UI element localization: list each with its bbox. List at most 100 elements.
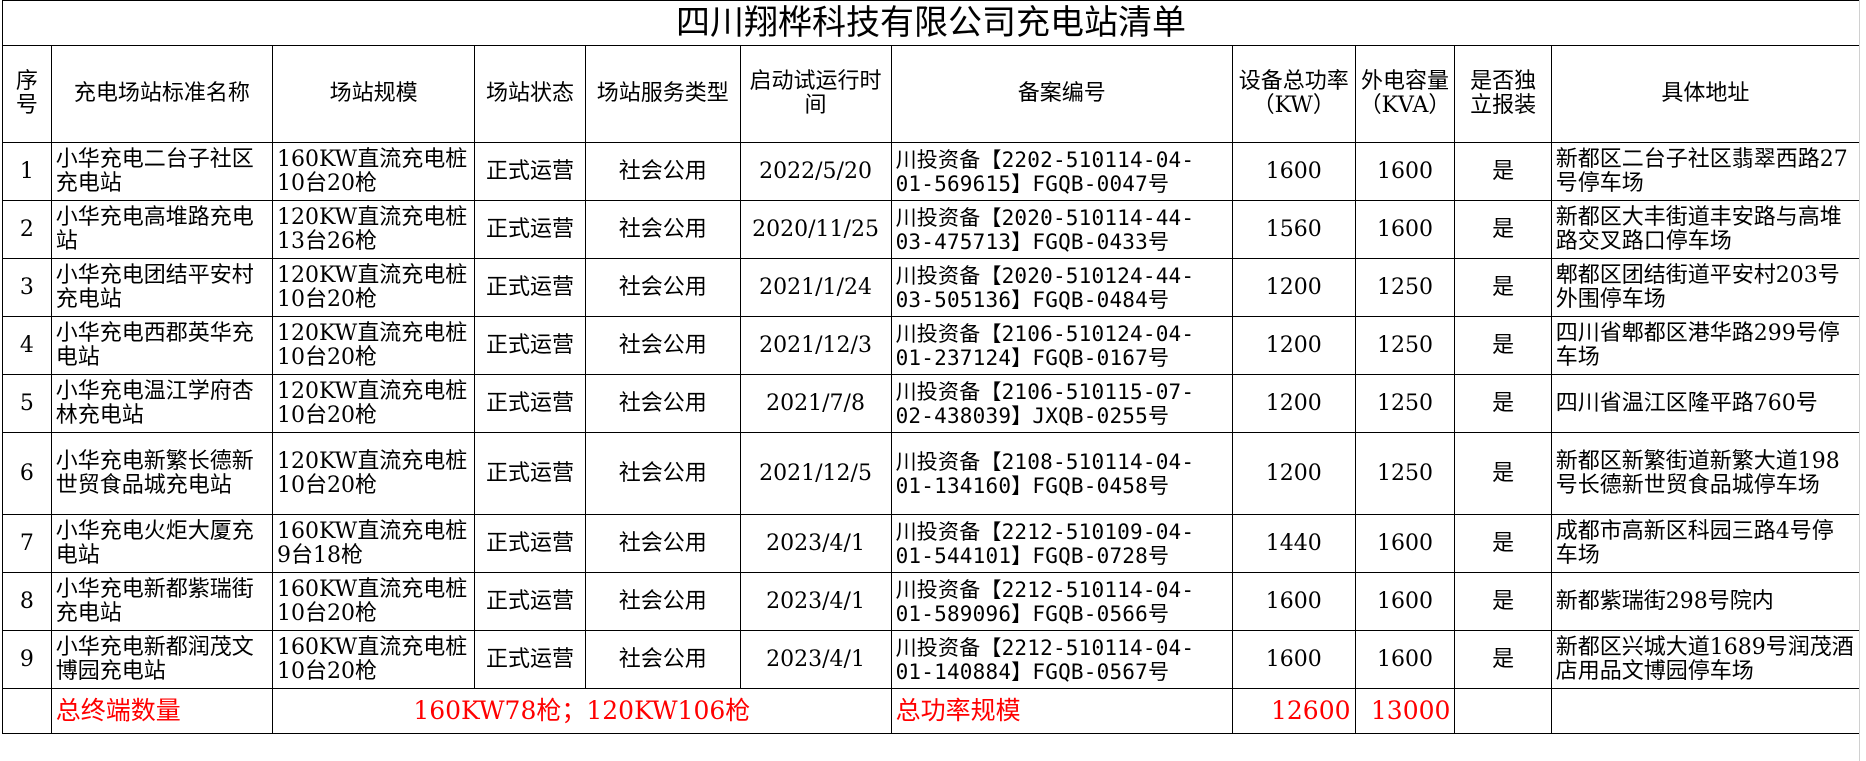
cell-record[interactable]: 川投资备【2212-510109-04-01-544101】FGQB-0728号 (890, 514, 1234, 573)
cell-record[interactable]: 川投资备【2212-510114-04-01-589096】FGQB-0566号 (890, 572, 1234, 631)
cell-capacity[interactable]: 1600 (1354, 630, 1456, 689)
cell-scale[interactable]: 120KW直流充电桩10台20枪 (272, 258, 476, 317)
cell-seq[interactable]: 6 (2, 432, 52, 515)
cell-service[interactable]: 社会公用 (584, 572, 741, 631)
summary-empty-cell[interactable] (1550, 688, 1861, 734)
cell-start[interactable]: 2021/12/5 (739, 432, 892, 515)
cell-scale[interactable]: 160KW直流充电桩9台18枪 (272, 514, 476, 573)
cell-scale[interactable]: 120KW直流充电桩10台20枪 (272, 432, 476, 515)
cell-power[interactable]: 1440 (1232, 514, 1356, 573)
cell-address[interactable]: 新都区二台子社区翡翠西路27号停车场 (1550, 142, 1861, 201)
cell-power[interactable]: 1600 (1232, 630, 1356, 689)
cell-capacity[interactable]: 1600 (1354, 514, 1456, 573)
cell-record[interactable]: 川投资备【2020-510114-44-03-475713】FGQB-0433号 (890, 200, 1234, 259)
header-scale[interactable]: 场站规模 (272, 45, 476, 143)
cell-name[interactable]: 小华充电新都紫瑞街充电站 (50, 572, 274, 631)
cell-address[interactable]: 四川省温江区隆平路760号 (1550, 374, 1861, 433)
cell-record[interactable]: 川投资备【2108-510114-04-01-134160】FGQB-0458号 (890, 432, 1234, 515)
total-power-value[interactable]: 12600 (1232, 688, 1356, 734)
cell-capacity[interactable]: 1600 (1354, 572, 1456, 631)
cell-start[interactable]: 2021/1/24 (739, 258, 892, 317)
cell-status[interactable]: 正式运营 (474, 142, 586, 201)
header-status[interactable]: 场站状态 (474, 45, 586, 143)
cell-capacity[interactable]: 1600 (1354, 142, 1456, 201)
cell-independent[interactable]: 是 (1454, 142, 1552, 201)
cell-service[interactable]: 社会公用 (584, 258, 741, 317)
cell-start[interactable]: 2023/4/1 (739, 630, 892, 689)
cell-seq[interactable]: 9 (2, 630, 52, 689)
cell-record[interactable]: 川投资备【2106-510115-07-02-438039】JXQB-0255号 (890, 374, 1234, 433)
header-independent[interactable]: 是否独立报装 (1454, 45, 1552, 143)
header-power[interactable]: 设备总功率（KW） (1232, 45, 1356, 143)
header-address[interactable]: 具体地址 (1550, 45, 1861, 143)
cell-status[interactable]: 正式运营 (474, 572, 586, 631)
cell-service[interactable]: 社会公用 (584, 374, 741, 433)
cell-seq[interactable]: 7 (2, 514, 52, 573)
cell-address[interactable]: 新都区兴城大道1689号润茂酒店用品文博园停车场 (1550, 630, 1861, 689)
cell-start[interactable]: 2023/4/1 (739, 572, 892, 631)
cell-independent[interactable]: 是 (1454, 432, 1552, 515)
cell-scale[interactable]: 120KW直流充电桩10台20枪 (272, 316, 476, 375)
cell-start[interactable]: 2022/5/20 (739, 142, 892, 201)
cell-address[interactable]: 郫都区团结街道平安村203号外围停车场 (1550, 258, 1861, 317)
cell-seq[interactable]: 2 (2, 200, 52, 259)
cell-power[interactable]: 1200 (1232, 316, 1356, 375)
cell-service[interactable]: 社会公用 (584, 316, 741, 375)
cell-start[interactable]: 2021/12/3 (739, 316, 892, 375)
cell-address[interactable]: 成都市高新区科园三路4号停车场 (1550, 514, 1861, 573)
summary-empty-cell[interactable] (1454, 688, 1552, 734)
cell-independent[interactable]: 是 (1454, 374, 1552, 433)
cell-capacity[interactable]: 1250 (1354, 374, 1456, 433)
cell-seq[interactable]: 1 (2, 142, 52, 201)
cell-status[interactable]: 正式运营 (474, 374, 586, 433)
cell-independent[interactable]: 是 (1454, 316, 1552, 375)
cell-service[interactable]: 社会公用 (584, 630, 741, 689)
cell-name[interactable]: 小华充电火炬大厦充电站 (50, 514, 274, 573)
header-start[interactable]: 启动试运行时间 (739, 45, 892, 143)
cell-start[interactable]: 2021/7/8 (739, 374, 892, 433)
cell-record[interactable]: 川投资备【2202-510114-04-01-569615】FGQB-0047号 (890, 142, 1234, 201)
cell-seq[interactable]: 3 (2, 258, 52, 317)
cell-name[interactable]: 小华充电新繁长德新世贸食品城充电站 (50, 432, 274, 515)
cell-status[interactable]: 正式运营 (474, 514, 586, 573)
cell-name[interactable]: 小华充电团结平安村充电站 (50, 258, 274, 317)
cell-record[interactable]: 川投资备【2020-510124-44-03-505136】FGQB-0484号 (890, 258, 1234, 317)
cell-capacity[interactable]: 1250 (1354, 258, 1456, 317)
cell-power[interactable]: 1600 (1232, 142, 1356, 201)
cell-power[interactable]: 1560 (1232, 200, 1356, 259)
summary-seq-cell[interactable] (2, 688, 52, 734)
cell-independent[interactable]: 是 (1454, 514, 1552, 573)
cell-power[interactable]: 1600 (1232, 572, 1356, 631)
cell-capacity[interactable]: 1250 (1354, 432, 1456, 515)
cell-name[interactable]: 小华充电温江学府杏林充电站 (50, 374, 274, 433)
cell-start[interactable]: 2023/4/1 (739, 514, 892, 573)
cell-independent[interactable]: 是 (1454, 258, 1552, 317)
cell-status[interactable]: 正式运营 (474, 316, 586, 375)
cell-status[interactable]: 正式运营 (474, 200, 586, 259)
cell-name[interactable]: 小华充电新都润茂文博园充电站 (50, 630, 274, 689)
header-name[interactable]: 充电场站标准名称 (50, 45, 274, 143)
cell-power[interactable]: 1200 (1232, 258, 1356, 317)
cell-capacity[interactable]: 1250 (1354, 316, 1456, 375)
cell-scale[interactable]: 160KW直流充电桩10台20枪 (272, 142, 476, 201)
cell-status[interactable]: 正式运营 (474, 258, 586, 317)
header-record[interactable]: 备案编号 (890, 45, 1234, 143)
cell-scale[interactable]: 120KW直流充电桩10台20枪 (272, 374, 476, 433)
cell-power[interactable]: 1200 (1232, 374, 1356, 433)
cell-service[interactable]: 社会公用 (584, 200, 741, 259)
cell-address[interactable]: 新都紫瑞街298号院内 (1550, 572, 1861, 631)
cell-power[interactable]: 1200 (1232, 432, 1356, 515)
cell-start[interactable]: 2020/11/25 (739, 200, 892, 259)
terminal-count-value[interactable]: 160KW78枪；120KW106枪 (272, 688, 892, 734)
cell-independent[interactable]: 是 (1454, 200, 1552, 259)
cell-capacity[interactable]: 1600 (1354, 200, 1456, 259)
header-capacity[interactable]: 外电容量（KVA） (1354, 45, 1456, 143)
cell-seq[interactable]: 5 (2, 374, 52, 433)
cell-scale[interactable]: 160KW直流充电桩10台20枪 (272, 630, 476, 689)
cell-service[interactable]: 社会公用 (584, 514, 741, 573)
cell-record[interactable]: 川投资备【2212-510114-04-01-140884】FGQB-0567号 (890, 630, 1234, 689)
cell-address[interactable]: 新都区新繁街道新繁大道198号长德新世贸食品城停车场 (1550, 432, 1861, 515)
cell-independent[interactable]: 是 (1454, 572, 1552, 631)
cell-scale[interactable]: 120KW直流充电桩13台26枪 (272, 200, 476, 259)
cell-service[interactable]: 社会公用 (584, 432, 741, 515)
